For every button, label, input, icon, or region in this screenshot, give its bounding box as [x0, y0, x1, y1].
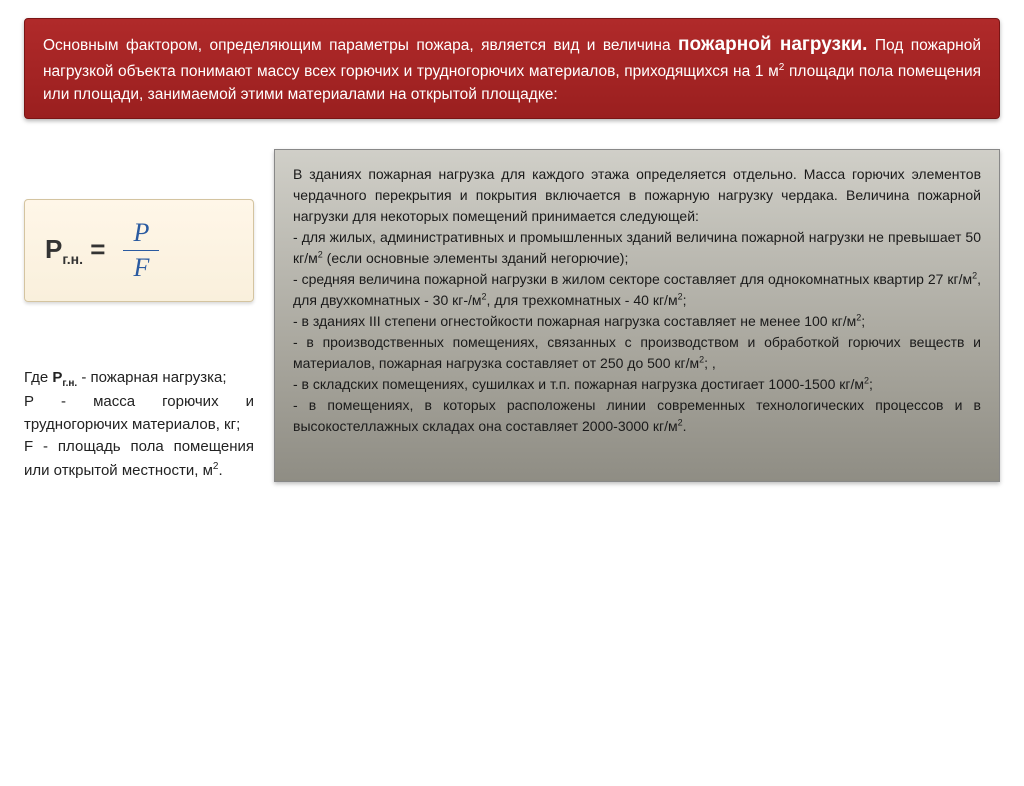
- right-item-5: - в складских помещениях, сушилках и т.п…: [293, 376, 873, 392]
- formula-eq: =: [83, 234, 105, 264]
- header-definition-box: Основным фактором, определяющим параметр…: [24, 18, 1000, 119]
- right-details-box: В зданиях пожарная нагрузка для каждого …: [274, 149, 1000, 482]
- right-item-6: - в помещениях, в которых расположены ли…: [293, 397, 981, 434]
- header-text-before: Основным фактором, определяющим параметр…: [43, 37, 678, 54]
- right-item-4: - в производственных помещениях, связанн…: [293, 334, 981, 371]
- right-item-1: - для жилых, административных и промышле…: [293, 229, 981, 266]
- formula-label-main: Р: [45, 234, 62, 264]
- formula-lhs: Рг.н. =: [45, 234, 105, 267]
- header-bold-term: пожарной нагрузки.: [678, 34, 867, 55]
- formula-fraction: P F: [123, 218, 159, 283]
- left-column: Рг.н. = P F Где Рг.н. - пожарная нагрузк…: [24, 149, 274, 482]
- where-line1c: - пожарная нагрузка;: [77, 369, 226, 386]
- formula-numerator: P: [123, 218, 159, 250]
- right-item-3: - в зданиях III степени огнестойкости по…: [293, 313, 865, 329]
- formula-box: Рг.н. = P F: [24, 199, 254, 302]
- where-line1b-bold: Р: [52, 369, 62, 386]
- where-legend: Где Рг.н. - пожарная нагрузка; Р - масса…: [24, 367, 254, 482]
- where-line3b: .: [218, 462, 222, 479]
- where-line1a: Где: [24, 369, 52, 386]
- formula-label-sub: г.н.: [62, 251, 83, 267]
- content-row: Рг.н. = P F Где Рг.н. - пожарная нагрузк…: [24, 149, 1000, 482]
- right-item-2: - средняя величина пожарной нагрузки в ж…: [293, 271, 981, 308]
- where-line1b-sub: г.н.: [62, 378, 77, 389]
- where-line2: Р - масса горючих и трудногорючих матери…: [24, 393, 254, 433]
- right-intro: В зданиях пожарная нагрузка для каждого …: [293, 166, 981, 224]
- formula-denominator: F: [123, 250, 159, 283]
